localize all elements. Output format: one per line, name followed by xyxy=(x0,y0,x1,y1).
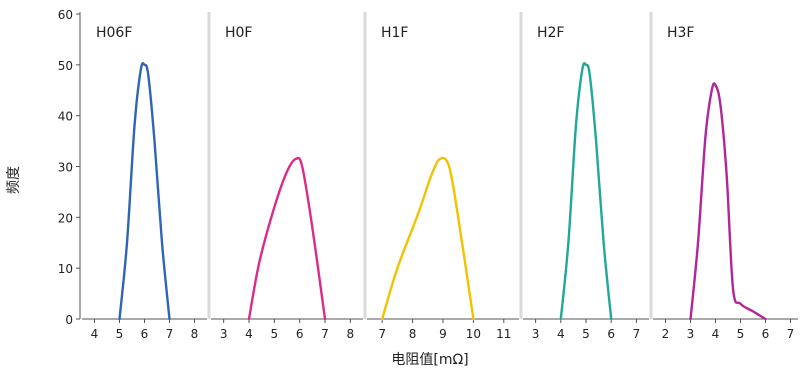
panel-h1f: 7 8 9 10 11 H1F xyxy=(367,12,523,341)
x-tick-label: 2 xyxy=(662,327,670,341)
y-tick-label: 10 xyxy=(58,262,73,276)
y-tick-label: 20 xyxy=(58,211,73,225)
x-tick-label: 3 xyxy=(220,327,228,341)
panel-title: H2F xyxy=(537,25,565,41)
series-line-h06f xyxy=(118,62,171,321)
x-tick-label: 3 xyxy=(532,327,540,341)
x-tick-label: 7 xyxy=(321,327,329,341)
series-line-h2f xyxy=(559,62,613,321)
x-tick-label: 5 xyxy=(737,327,745,341)
panel-separator xyxy=(363,12,367,319)
series-line-h3f xyxy=(689,82,767,321)
panel-separator xyxy=(207,12,211,319)
x-tick-label: 4 xyxy=(245,327,253,341)
x-tick-label: 8 xyxy=(409,327,417,341)
y-tick-label: 30 xyxy=(58,161,73,175)
y-tick-label: 60 xyxy=(58,8,73,22)
y-axis-title: 频度 xyxy=(6,166,22,194)
panels: 4 5 6 7 8 H06F 3 4 5 6 7 8 H0F 7 8 9 10 11 H1F 3 4 5 6 7 H2F 2 3 4 5… xyxy=(82,12,798,341)
panel-title: H1F xyxy=(381,25,409,41)
panel-separator xyxy=(649,12,653,319)
x-tick-label: 10 xyxy=(466,327,481,341)
x-tick-label: 7 xyxy=(378,327,386,341)
x-tick-label: 8 xyxy=(191,327,199,341)
panel-title: H06F xyxy=(96,25,132,41)
x-tick-label: 9 xyxy=(439,327,447,341)
panel-h2f: 3 4 5 6 7 H2F xyxy=(523,12,653,341)
x-axis-title: 电阻值[mΩ] xyxy=(391,352,468,368)
x-tick-label: 6 xyxy=(762,327,770,341)
x-tick-label: 6 xyxy=(141,327,149,341)
x-tick-label: 4 xyxy=(712,327,720,341)
x-tick-label: 5 xyxy=(582,327,590,341)
x-tick-label: 4 xyxy=(557,327,565,341)
series-line-h0f xyxy=(247,156,327,321)
panel-h3f: 2 3 4 5 6 7 H3F xyxy=(653,25,798,341)
x-tick-label: 4 xyxy=(91,327,99,341)
x-tick-label: 8 xyxy=(347,327,355,341)
x-tick-label: 6 xyxy=(607,327,615,341)
panel-title: H3F xyxy=(667,25,695,41)
x-tick-label: 3 xyxy=(687,327,695,341)
x-tick-label: 7 xyxy=(787,327,795,341)
x-tick-label: 6 xyxy=(296,327,304,341)
panel-h0f: 3 4 5 6 7 8 H0F xyxy=(211,12,367,341)
panel-separator xyxy=(519,12,523,319)
y-tick-label: 40 xyxy=(58,110,73,124)
series-line-h1f xyxy=(381,156,475,321)
panel-h06f: 4 5 6 7 8 H06F xyxy=(82,12,211,341)
y-axis: 0 10 20 30 40 50 60 xyxy=(58,8,81,327)
x-tick-label: 7 xyxy=(166,327,174,341)
x-tick-label: 5 xyxy=(271,327,279,341)
panel-title: H0F xyxy=(225,25,253,41)
y-tick-label: 50 xyxy=(58,59,73,73)
x-tick-label: 11 xyxy=(496,327,511,341)
y-tick-label: 0 xyxy=(65,313,73,327)
x-tick-label: 5 xyxy=(116,327,124,341)
x-tick-label: 7 xyxy=(633,327,641,341)
